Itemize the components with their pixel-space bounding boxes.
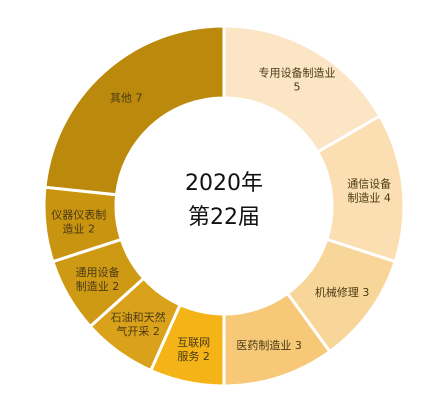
slice-label-0-line-1: 5	[294, 81, 301, 94]
slice-label-8-line-0: 其他 7	[110, 92, 143, 105]
slice-label-4-line-0: 互联网	[177, 336, 210, 349]
center-label-line-2: 第22届	[188, 205, 260, 230]
slice-label-7-line-1: 造业 2	[63, 221, 96, 235]
slice-label-4-line-1: 服务 2	[177, 350, 210, 363]
slice-label-2-line-0: 机械修理 3	[315, 285, 370, 299]
slice-label-5-line-0: 石油和天然	[111, 310, 166, 324]
slice-label-6-line-0: 通用设备	[76, 265, 120, 279]
center-label-line-1: 2020年	[185, 171, 263, 196]
donut-slices	[42, 24, 406, 388]
slice-label-1-line-1: 制造业 4	[347, 191, 391, 205]
slice-8	[43, 24, 226, 197]
slice-label-1-line-0: 通信设备	[347, 177, 391, 191]
slice-label-0-line-0: 专用设备制造业	[259, 66, 336, 80]
slice-label-7-line-0: 仪器仪表制	[51, 207, 106, 221]
slice-label-5-line-1: 气开采 2	[116, 324, 160, 338]
slice-label-6-line-1: 制造业 2	[76, 279, 120, 293]
slice-label-3-line-0: 医药制造业 3	[236, 338, 302, 352]
